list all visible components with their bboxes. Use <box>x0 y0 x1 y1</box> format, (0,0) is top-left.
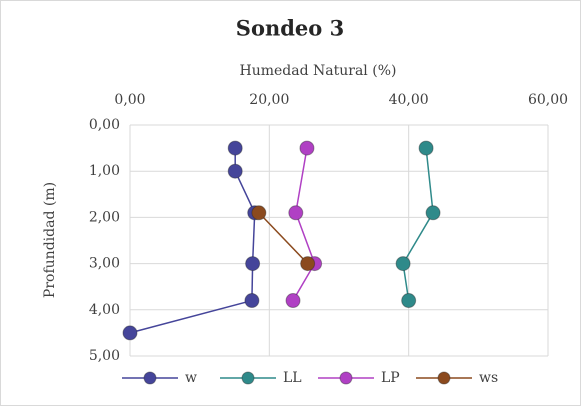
data-point <box>227 140 243 156</box>
y-tick-label: 1,00 <box>89 163 120 179</box>
series-line <box>402 148 434 301</box>
legend-label: LP <box>381 370 400 386</box>
y-axis-title: Profundidad (m) <box>42 182 58 298</box>
x-axis-title: Humedad Natural (%) <box>240 63 397 79</box>
data-point <box>244 293 260 309</box>
data-point <box>227 163 243 179</box>
legend-marker <box>339 371 353 385</box>
legend-marker <box>143 371 157 385</box>
series-line <box>258 212 309 265</box>
data-point <box>285 293 301 309</box>
legend-label: w <box>185 370 197 386</box>
data-point <box>251 205 267 221</box>
y-tick-label: 5,00 <box>89 348 120 364</box>
data-point <box>288 205 304 221</box>
data-point <box>395 256 411 272</box>
legend-label: LL <box>283 370 302 386</box>
legend-label: ws <box>479 370 498 386</box>
x-tick-label: 0,00 <box>114 92 145 108</box>
data-point <box>122 325 138 341</box>
x-tick-label: 40,00 <box>389 92 429 108</box>
y-tick-label: 4,00 <box>89 302 120 318</box>
data-point <box>299 140 315 156</box>
chart-title: Sondeo 3 <box>236 16 344 41</box>
data-point <box>300 256 316 272</box>
data-point <box>418 140 434 156</box>
data-point <box>245 256 261 272</box>
data-point <box>401 293 417 309</box>
data-point <box>425 205 441 221</box>
legend-marker <box>437 371 451 385</box>
y-tick-label: 2,00 <box>89 209 120 225</box>
legend-marker <box>241 371 255 385</box>
y-tick-label: 0,00 <box>89 117 120 133</box>
y-tick-label: 3,00 <box>89 256 120 272</box>
x-tick-label: 60,00 <box>528 92 568 108</box>
series-line <box>292 147 316 301</box>
x-tick-label: 20,00 <box>249 92 289 108</box>
